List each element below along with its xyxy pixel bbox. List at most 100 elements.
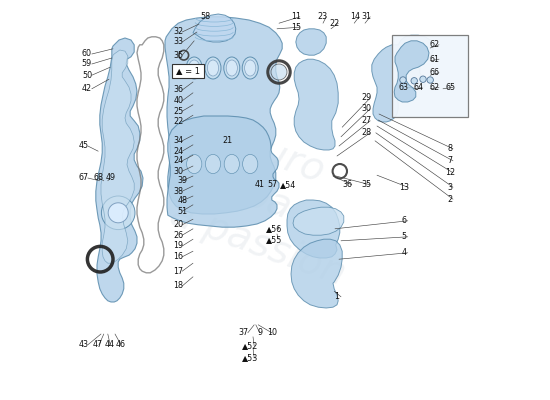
Polygon shape xyxy=(193,14,236,42)
Ellipse shape xyxy=(224,57,240,79)
Text: 30: 30 xyxy=(361,104,371,113)
Text: 24: 24 xyxy=(173,147,183,156)
Text: 27: 27 xyxy=(361,116,371,125)
Text: 67: 67 xyxy=(79,174,89,182)
Text: 21: 21 xyxy=(223,136,233,145)
Text: 63: 63 xyxy=(399,83,409,92)
FancyBboxPatch shape xyxy=(172,64,204,78)
Text: 51: 51 xyxy=(177,207,187,216)
Text: 36: 36 xyxy=(173,86,183,94)
Text: 5: 5 xyxy=(402,232,406,241)
Text: 15: 15 xyxy=(291,23,301,32)
Text: 11: 11 xyxy=(291,12,301,21)
Ellipse shape xyxy=(243,154,258,174)
Ellipse shape xyxy=(186,154,202,174)
Text: 29: 29 xyxy=(361,94,371,102)
Text: 6: 6 xyxy=(402,216,406,225)
Text: 28: 28 xyxy=(361,128,371,137)
Text: 25: 25 xyxy=(173,107,183,116)
Text: 68: 68 xyxy=(93,174,103,182)
Text: 35: 35 xyxy=(173,51,183,60)
Ellipse shape xyxy=(205,154,221,174)
Text: 60: 60 xyxy=(82,50,92,58)
Circle shape xyxy=(420,76,426,82)
Text: 18: 18 xyxy=(173,282,183,290)
Text: ▲52: ▲52 xyxy=(242,342,258,350)
Polygon shape xyxy=(372,35,433,122)
Text: 12: 12 xyxy=(445,168,455,177)
Text: 22: 22 xyxy=(173,118,183,126)
Text: 20: 20 xyxy=(173,220,183,229)
Text: 50: 50 xyxy=(82,71,92,80)
Text: 41: 41 xyxy=(255,180,265,189)
Polygon shape xyxy=(287,200,340,258)
Text: ▲56: ▲56 xyxy=(266,224,282,233)
Text: 39: 39 xyxy=(177,176,187,185)
Text: 23: 23 xyxy=(317,12,327,21)
Text: 1: 1 xyxy=(334,292,339,301)
Polygon shape xyxy=(293,207,344,235)
Text: 7: 7 xyxy=(448,156,453,165)
Text: 43: 43 xyxy=(79,340,89,349)
Ellipse shape xyxy=(207,60,218,76)
Text: 34: 34 xyxy=(173,136,183,145)
Ellipse shape xyxy=(189,60,200,76)
Text: 24: 24 xyxy=(173,156,183,165)
Text: 66: 66 xyxy=(430,68,440,77)
Text: 44: 44 xyxy=(104,340,114,349)
Ellipse shape xyxy=(186,57,202,79)
Ellipse shape xyxy=(224,154,239,174)
Text: 33: 33 xyxy=(173,38,183,46)
Text: 38: 38 xyxy=(173,187,183,196)
Text: 65: 65 xyxy=(445,83,455,92)
Text: 48: 48 xyxy=(177,196,187,205)
Polygon shape xyxy=(101,50,134,263)
Text: 2: 2 xyxy=(448,195,453,204)
Text: 13: 13 xyxy=(399,183,409,192)
Text: 22: 22 xyxy=(329,19,339,28)
Text: 62: 62 xyxy=(430,40,440,49)
Polygon shape xyxy=(294,59,338,150)
Text: 26: 26 xyxy=(173,231,183,240)
Text: 31: 31 xyxy=(361,12,371,21)
Text: 3: 3 xyxy=(448,183,453,192)
Text: 37: 37 xyxy=(239,328,249,337)
Circle shape xyxy=(400,77,406,83)
Text: 10: 10 xyxy=(267,328,277,337)
Polygon shape xyxy=(291,239,342,308)
Text: 64: 64 xyxy=(413,83,423,92)
Circle shape xyxy=(271,64,287,80)
Text: 40: 40 xyxy=(173,96,183,105)
Polygon shape xyxy=(394,41,429,102)
Polygon shape xyxy=(167,116,279,227)
Text: 46: 46 xyxy=(116,340,126,349)
Ellipse shape xyxy=(226,60,238,76)
Polygon shape xyxy=(165,17,282,214)
Text: 19: 19 xyxy=(173,242,183,250)
Text: 9: 9 xyxy=(257,328,262,337)
Polygon shape xyxy=(296,29,326,55)
Text: 35: 35 xyxy=(361,180,371,189)
Circle shape xyxy=(427,77,433,83)
Ellipse shape xyxy=(205,57,221,79)
Text: ▲55: ▲55 xyxy=(266,235,282,244)
Text: 58: 58 xyxy=(200,12,210,21)
Text: 57: 57 xyxy=(268,180,278,189)
Text: euro
pa
 a passion: euro pa a passion xyxy=(153,107,381,293)
Circle shape xyxy=(108,203,128,223)
Text: ▲54: ▲54 xyxy=(280,180,296,189)
Text: 42: 42 xyxy=(82,84,92,93)
Text: 4: 4 xyxy=(402,248,406,257)
Ellipse shape xyxy=(245,60,256,76)
Text: 62: 62 xyxy=(430,83,440,92)
Polygon shape xyxy=(96,38,143,302)
Text: 47: 47 xyxy=(92,340,102,349)
FancyBboxPatch shape xyxy=(392,35,468,117)
Text: 16: 16 xyxy=(173,252,183,261)
Text: ▲53: ▲53 xyxy=(242,354,258,362)
Text: ▲ = 1: ▲ = 1 xyxy=(176,66,200,75)
Text: 36: 36 xyxy=(343,180,353,189)
Circle shape xyxy=(411,78,417,84)
Text: 49: 49 xyxy=(105,174,115,182)
Text: 32: 32 xyxy=(173,28,183,36)
